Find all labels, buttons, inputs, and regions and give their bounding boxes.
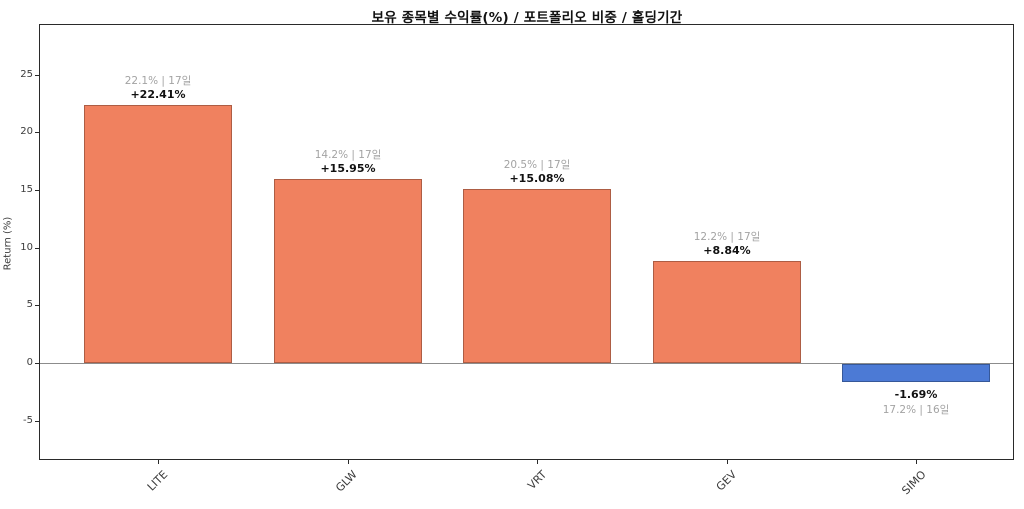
bar-value-lite: +22.41%	[130, 88, 186, 101]
x-tick-mark	[727, 460, 728, 464]
y-tick-label: 20	[20, 126, 33, 137]
y-tick-mark	[35, 305, 39, 306]
y-tick-label: 15	[20, 184, 33, 195]
bar-value-gev: +8.84%	[703, 244, 751, 257]
y-tick-mark	[35, 248, 39, 249]
y-tick-mark	[35, 190, 39, 191]
y-tick-label: 5	[26, 299, 33, 310]
bar-annotation-glw: 14.2% | 17일	[314, 149, 382, 161]
x-tick-label-lite: LITE	[144, 468, 171, 494]
x-tick-mark	[537, 460, 538, 464]
bar-value-vrt: +15.08%	[509, 172, 565, 185]
y-tick-mark	[35, 421, 39, 422]
bar-annotation-simo: 17.2% | 16일	[882, 404, 950, 416]
bar-value-simo: -1.69%	[894, 388, 938, 401]
y-tick-mark	[35, 363, 39, 364]
y-tick-label: 0	[26, 357, 33, 368]
bar-annotation-gev: 12.2% | 17일	[693, 231, 761, 243]
bar-glw	[274, 179, 422, 363]
y-tick-label: 10	[20, 242, 33, 253]
x-tick-label-glw: GLW	[333, 468, 361, 495]
bar-annotation-lite: 22.1% | 17일	[124, 75, 192, 87]
bar-simo	[842, 364, 990, 382]
bar-lite	[84, 105, 232, 363]
bar-vrt	[463, 189, 611, 363]
y-tick-label: -5	[23, 415, 33, 426]
zero-line	[40, 363, 1013, 364]
x-tick-mark	[348, 460, 349, 464]
chart-title: 보유 종목별 수익률(%) / 포트폴리오 비중 / 홀딩기간	[371, 10, 683, 26]
x-tick-mark	[916, 460, 917, 464]
bar-value-glw: +15.95%	[320, 162, 376, 175]
y-tick-mark	[35, 132, 39, 133]
x-tick-label-simo: SIMO	[898, 468, 929, 498]
x-tick-label-vrt: VRT	[525, 468, 550, 493]
x-tick-mark	[158, 460, 159, 464]
bar-gev	[653, 261, 801, 363]
x-tick-label-gev: GEV	[713, 468, 740, 494]
bar-annotation-vrt: 20.5% | 17일	[503, 159, 571, 171]
y-tick-mark	[35, 75, 39, 76]
y-tick-label: 25	[20, 69, 33, 80]
